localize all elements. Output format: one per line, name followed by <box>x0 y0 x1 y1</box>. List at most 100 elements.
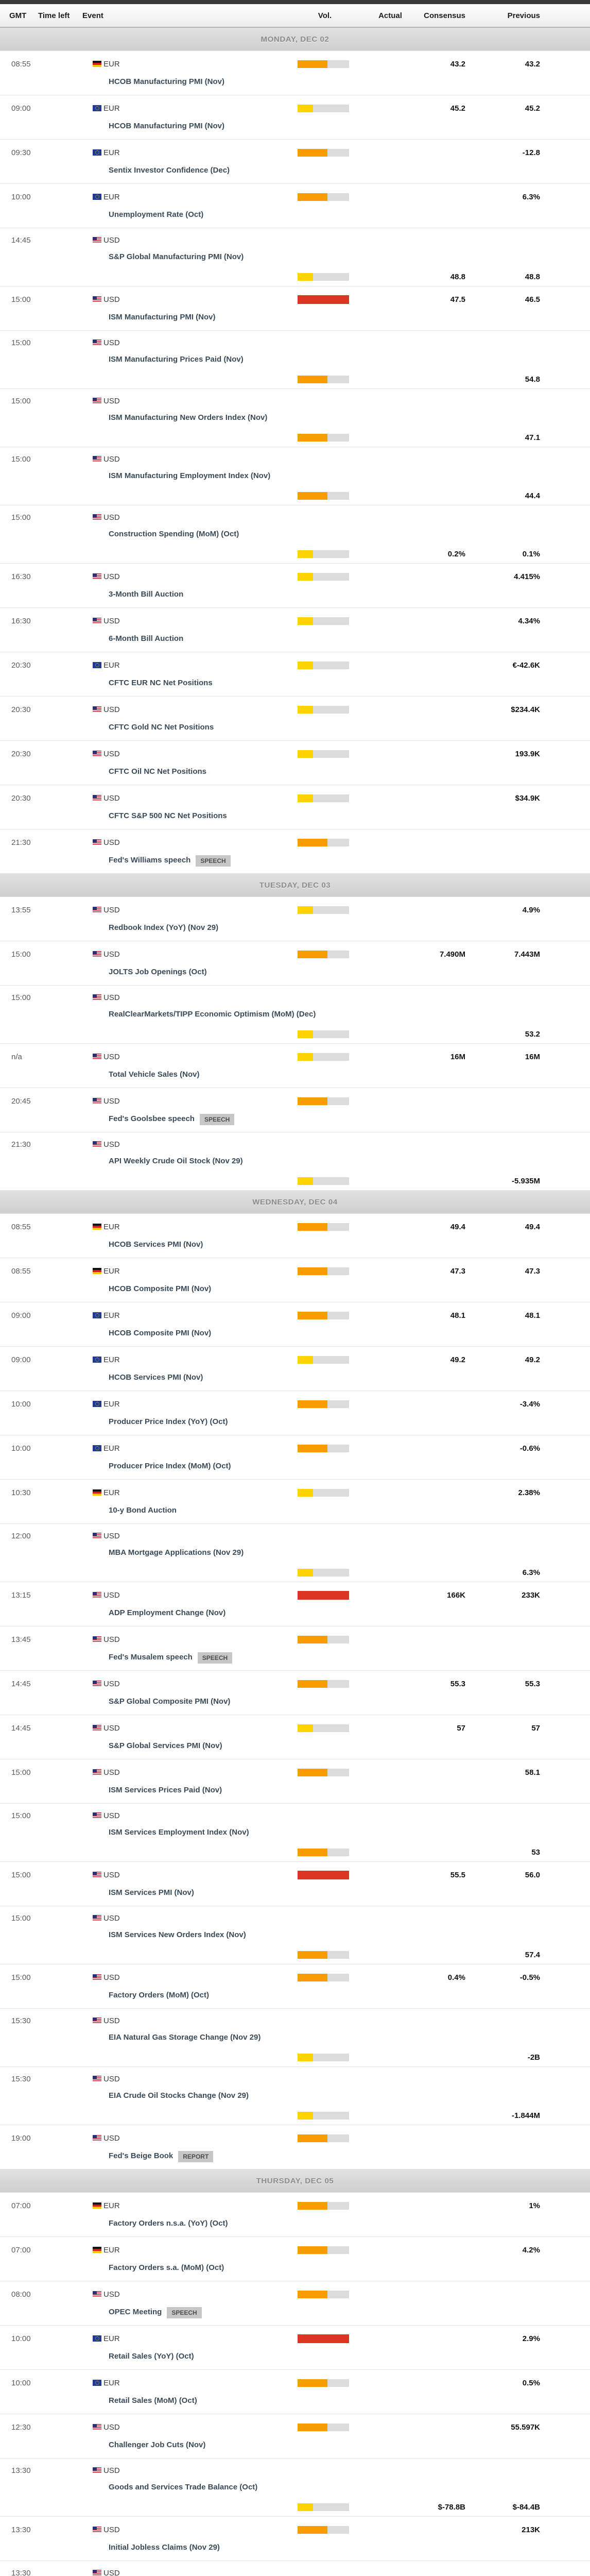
event-name[interactable]: ISM Services PMI (Nov) <box>82 1888 590 1906</box>
event-name[interactable]: Total Vehicle Sales (Nov) <box>82 1070 590 1088</box>
event-name[interactable]: Fed's Williams speech SPEECH <box>82 855 590 873</box>
event-name[interactable]: ISM Services Employment Index (Nov) <box>82 1827 590 1843</box>
event-row[interactable]: 15:00 USD 0.2% 0.1% Construction Spendin… <box>0 505 590 564</box>
event-row[interactable]: 21:30 USD Fed's Williams speech SPEECH <box>0 829 590 874</box>
event-row[interactable]: 15:30 USD -1.844M EIA Crude Oil Stocks C… <box>0 2067 590 2125</box>
event-name[interactable]: Redbook Index (YoY) (Nov 29) <box>82 923 590 941</box>
event-name[interactable]: 6-Month Bill Auction <box>82 634 590 652</box>
event-name[interactable]: HCOB Services PMI (Nov) <box>82 1240 590 1258</box>
event-row[interactable]: 09:00 EUR 45.2 45.2 HCOB Manufacturing P… <box>0 95 590 140</box>
event-name[interactable]: Unemployment Rate (Oct) <box>82 210 590 228</box>
event-row[interactable]: 09:30 EUR -12.8 Sentix Investor Confiden… <box>0 140 590 184</box>
event-name[interactable]: Producer Price Index (YoY) (Oct) <box>82 1417 590 1435</box>
event-name[interactable]: Construction Spending (MoM) (Oct) <box>82 529 590 545</box>
event-row[interactable]: n/a USD 16M 16M Total Vehicle Sales (Nov… <box>0 1044 590 1088</box>
event-name[interactable]: ISM Manufacturing New Orders Index (Nov) <box>82 413 590 428</box>
event-row[interactable]: 12:30 USD 55.597K Challenger Job Cuts (N… <box>0 2414 590 2459</box>
event-row[interactable]: 13:30 USD $-78.8B $-84.4B Goods and Serv… <box>0 2459 590 2517</box>
event-name[interactable]: Retail Sales (MoM) (Oct) <box>82 2396 590 2414</box>
event-name[interactable]: HCOB Composite PMI (Nov) <box>82 1328 590 1346</box>
event-row[interactable]: 15:00 USD 53.2 RealClearMarkets/TIPP Eco… <box>0 986 590 1044</box>
event-row[interactable]: 08:55 EUR 49.4 49.4 HCOB Services PMI (N… <box>0 1214 590 1258</box>
event-name[interactable]: CFTC EUR NC Net Positions <box>82 678 590 696</box>
event-name[interactable]: CFTC S&P 500 NC Net Positions <box>82 811 590 829</box>
event-name[interactable]: S&P Global Composite PMI (Nov) <box>82 1697 590 1715</box>
event-name[interactable]: MBA Mortgage Applications (Nov 29) <box>82 1548 590 1563</box>
event-name[interactable]: ISM Manufacturing PMI (Nov) <box>82 312 590 330</box>
event-name[interactable]: EIA Natural Gas Storage Change (Nov 29) <box>82 2032 590 2048</box>
event-row[interactable]: 20:30 USD $34.9K CFTC S&P 500 NC Net Pos… <box>0 785 590 829</box>
event-name[interactable]: Factory Orders s.a. (MoM) (Oct) <box>82 2263 590 2281</box>
event-name[interactable]: Fed's Musalem speech SPEECH <box>82 1652 590 1670</box>
event-name[interactable]: Goods and Services Trade Balance (Oct) <box>82 2482 590 2498</box>
event-row[interactable]: 10:30 EUR 2.38% 10-y Bond Auction <box>0 1480 590 1524</box>
event-row[interactable]: 13:55 USD 4.9% Redbook Index (YoY) (Nov … <box>0 897 590 941</box>
event-row[interactable]: 15:00 USD 57.4 ISM Services New Orders I… <box>0 1906 590 1964</box>
event-name[interactable]: ISM Services New Orders Index (Nov) <box>82 1930 590 1945</box>
event-row[interactable]: 15:00 USD 47.5 46.5 ISM Manufacturing PM… <box>0 286 590 331</box>
event-row[interactable]: 09:00 EUR 48.1 48.1 HCOB Composite PMI (… <box>0 1302 590 1347</box>
event-row[interactable]: 20:45 USD Fed's Goolsbee speech SPEECH <box>0 1088 590 1132</box>
event-row[interactable]: 12:00 USD 6.3% MBA Mortgage Applications… <box>0 1524 590 1582</box>
event-row[interactable]: 08:55 EUR 47.3 47.3 HCOB Composite PMI (… <box>0 1258 590 1302</box>
event-name[interactable]: EIA Crude Oil Stocks Change (Nov 29) <box>82 2091 590 2106</box>
event-row[interactable]: 09:00 EUR 49.2 49.2 HCOB Services PMI (N… <box>0 1347 590 1391</box>
event-name[interactable]: Initial Jobless Claims (Nov 29) <box>82 2543 590 2561</box>
event-name[interactable]: ADP Employment Change (Nov) <box>82 1608 590 1626</box>
event-row[interactable]: 20:30 USD $234.4K CFTC Gold NC Net Posit… <box>0 697 590 741</box>
event-row[interactable]: 15:30 USD -2B EIA Natural Gas Storage Ch… <box>0 2009 590 2067</box>
event-row[interactable]: 15:00 USD 53 ISM Services Employment Ind… <box>0 1804 590 1862</box>
event-name[interactable]: Sentix Investor Confidence (Dec) <box>82 165 590 183</box>
event-name[interactable]: HCOB Manufacturing PMI (Nov) <box>82 121 590 139</box>
event-name[interactable]: ISM Manufacturing Employment Index (Nov) <box>82 471 590 486</box>
event-row[interactable]: 15:00 USD 0.4% -0.5% Factory Orders (MoM… <box>0 1964 590 2009</box>
event-name[interactable]: OPEC Meeting SPEECH <box>82 2307 590 2325</box>
event-row[interactable]: 14:45 USD 48.8 48.8 S&P Global Manufactu… <box>0 228 590 286</box>
event-name[interactable]: Factory Orders (MoM) (Oct) <box>82 1990 590 2008</box>
event-name[interactable]: Retail Sales (YoY) (Oct) <box>82 2351 590 2369</box>
event-row[interactable]: 15:00 USD 7.490M 7.443M JOLTS Job Openin… <box>0 941 590 986</box>
event-row[interactable]: 14:45 USD 57 57 S&P Global Services PMI … <box>0 1715 590 1759</box>
event-row[interactable]: 16:30 USD 4.34% 6-Month Bill Auction <box>0 608 590 652</box>
event-row[interactable]: 10:00 EUR 2.9% Retail Sales (YoY) (Oct) <box>0 2326 590 2370</box>
event-row[interactable]: 15:00 USD 44.4 ISM Manufacturing Employm… <box>0 447 590 505</box>
event-row[interactable]: 15:00 USD 47.1 ISM Manufacturing New Ord… <box>0 389 590 447</box>
event-name[interactable]: S&P Global Services PMI (Nov) <box>82 1741 590 1759</box>
event-name[interactable]: HCOB Manufacturing PMI (Nov) <box>82 77 590 95</box>
event-name[interactable]: Factory Orders n.s.a. (YoY) (Oct) <box>82 2218 590 2236</box>
event-row[interactable]: 13:30 USD 213K Initial Jobless Claims (N… <box>0 2517 590 2561</box>
event-row[interactable]: 15:00 USD 55.5 56.0 ISM Services PMI (No… <box>0 1862 590 1906</box>
event-row[interactable]: 08:00 USD OPEC Meeting SPEECH <box>0 2281 590 2326</box>
event-row[interactable]: 13:15 USD 166K 233K ADP Employment Chang… <box>0 1582 590 1626</box>
event-row[interactable]: 19:00 USD Fed's Beige Book REPORT <box>0 2125 590 2170</box>
event-row[interactable]: 07:00 EUR 4.2% Factory Orders s.a. (MoM)… <box>0 2237 590 2281</box>
event-row[interactable]: 10:00 EUR -0.6% Producer Price Index (Mo… <box>0 1435 590 1480</box>
event-row[interactable]: 20:30 EUR €-42.6K CFTC EUR NC Net Positi… <box>0 652 590 697</box>
event-name[interactable]: S&P Global Manufacturing PMI (Nov) <box>82 252 590 267</box>
event-name[interactable]: API Weekly Crude Oil Stock (Nov 29) <box>82 1156 590 1172</box>
event-name[interactable]: Fed's Goolsbee speech SPEECH <box>82 1114 590 1132</box>
event-row[interactable]: 16:30 USD 4.415% 3-Month Bill Auction <box>0 564 590 608</box>
event-row[interactable]: 21:30 USD -5.935M API Weekly Crude Oil S… <box>0 1132 590 1191</box>
event-row[interactable]: 13:30 USD 217K Initial Jobless Claims 4-… <box>0 2561 590 2576</box>
event-row[interactable]: 07:00 EUR 1% Factory Orders n.s.a. (YoY)… <box>0 2193 590 2237</box>
event-row[interactable]: 15:00 USD 54.8 ISM Manufacturing Prices … <box>0 331 590 389</box>
event-name[interactable]: CFTC Gold NC Net Positions <box>82 722 590 740</box>
event-name[interactable]: ISM Services Prices Paid (Nov) <box>82 1785 590 1803</box>
event-row[interactable]: 14:45 USD 55.3 55.3 S&P Global Composite… <box>0 1671 590 1715</box>
event-row[interactable]: 13:45 USD Fed's Musalem speech SPEECH <box>0 1626 590 1671</box>
event-name[interactable]: RealClearMarkets/TIPP Economic Optimism … <box>82 1009 590 1025</box>
event-row[interactable]: 10:00 EUR 6.3% Unemployment Rate (Oct) <box>0 184 590 228</box>
event-name[interactable]: Challenger Job Cuts (Nov) <box>82 2440 590 2458</box>
event-row[interactable]: 10:00 EUR 0.5% Retail Sales (MoM) (Oct) <box>0 2370 590 2414</box>
event-row[interactable]: 10:00 EUR -3.4% Producer Price Index (Yo… <box>0 1391 590 1435</box>
event-name[interactable]: HCOB Services PMI (Nov) <box>82 1372 590 1391</box>
event-name[interactable]: JOLTS Job Openings (Oct) <box>82 967 590 985</box>
event-row[interactable]: 15:00 USD 58.1 ISM Services Prices Paid … <box>0 1759 590 1804</box>
event-name[interactable]: CFTC Oil NC Net Positions <box>82 767 590 785</box>
event-name[interactable]: ISM Manufacturing Prices Paid (Nov) <box>82 354 590 370</box>
event-row[interactable]: 08:55 EUR 43.2 43.2 HCOB Manufacturing P… <box>0 51 590 95</box>
event-name[interactable]: HCOB Composite PMI (Nov) <box>82 1284 590 1302</box>
event-row[interactable]: 20:30 USD 193.9K CFTC Oil NC Net Positio… <box>0 741 590 785</box>
event-name[interactable]: 3-Month Bill Auction <box>82 589 590 607</box>
